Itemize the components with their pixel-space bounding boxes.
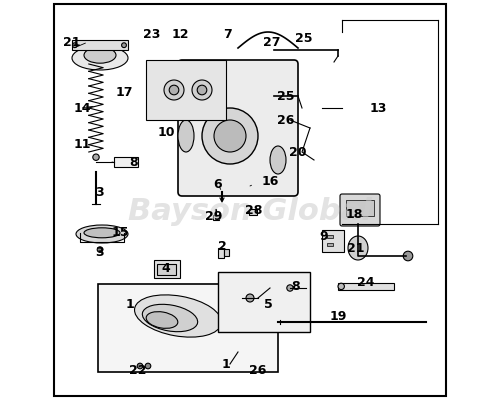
Bar [327,243,333,246]
Ellipse shape [72,46,128,70]
Ellipse shape [84,228,120,238]
Ellipse shape [178,120,194,152]
Bar [98,284,278,372]
Circle shape [164,80,184,100]
Bar [146,60,226,120]
Text: 22: 22 [129,364,147,376]
Bar [327,235,333,238]
Text: 16: 16 [262,176,278,188]
Circle shape [169,85,179,95]
Ellipse shape [84,47,116,63]
Text: 17: 17 [115,86,133,98]
Text: 28: 28 [246,204,262,216]
Circle shape [192,80,212,100]
Text: 23: 23 [144,28,160,40]
Circle shape [214,120,246,152]
Circle shape [338,283,344,290]
Bar [338,283,394,290]
Ellipse shape [270,146,286,174]
FancyBboxPatch shape [340,194,380,226]
Ellipse shape [146,312,178,328]
Text: 25: 25 [295,32,313,44]
Ellipse shape [142,304,198,332]
Circle shape [145,363,151,369]
Circle shape [246,294,254,302]
Text: 10: 10 [157,126,175,138]
Text: 25: 25 [277,90,295,102]
Circle shape [93,154,99,160]
Circle shape [97,247,103,252]
Bar [346,200,374,216]
Text: 7: 7 [224,28,232,40]
Text: 1: 1 [126,298,134,310]
Text: 6: 6 [214,178,222,190]
Text: 2: 2 [218,240,226,252]
Text: 18: 18 [346,208,362,220]
Text: 12: 12 [171,28,189,40]
Text: 3: 3 [96,246,104,258]
Text: 21: 21 [347,242,365,254]
Text: 24: 24 [357,276,375,288]
Circle shape [403,251,413,261]
Text: 19: 19 [330,310,346,322]
Ellipse shape [348,236,368,260]
Text: 8: 8 [130,156,138,168]
Circle shape [197,85,207,95]
Circle shape [72,43,77,48]
Circle shape [202,108,258,164]
Text: 9: 9 [320,230,328,242]
Bar [322,230,344,252]
Text: 13: 13 [370,102,386,114]
Text: 1: 1 [222,358,230,370]
Bar [154,260,180,278]
Text: 3: 3 [96,186,104,198]
Circle shape [122,43,126,48]
Ellipse shape [76,225,128,243]
Text: 14: 14 [73,102,90,114]
Bar [224,249,229,256]
Bar [213,215,219,220]
Text: 20: 20 [289,146,307,158]
Text: 21: 21 [63,36,80,48]
Circle shape [137,363,143,369]
Bar [114,157,138,167]
FancyBboxPatch shape [178,60,298,196]
Bar [218,272,310,332]
Circle shape [287,285,293,291]
Bar [218,248,224,258]
Text: 4: 4 [162,262,170,274]
Ellipse shape [134,295,222,337]
Bar [249,209,257,215]
Text: 15: 15 [111,226,129,238]
Text: 11: 11 [73,138,90,150]
Text: 8: 8 [292,280,300,292]
Text: 27: 27 [263,36,281,48]
Bar [157,264,176,275]
Text: 5: 5 [264,298,272,310]
Text: 26: 26 [250,364,266,376]
Text: Bayson Global: Bayson Global [128,198,372,226]
Bar [72,40,128,50]
Text: 29: 29 [206,210,222,222]
Text: 26: 26 [278,114,294,126]
